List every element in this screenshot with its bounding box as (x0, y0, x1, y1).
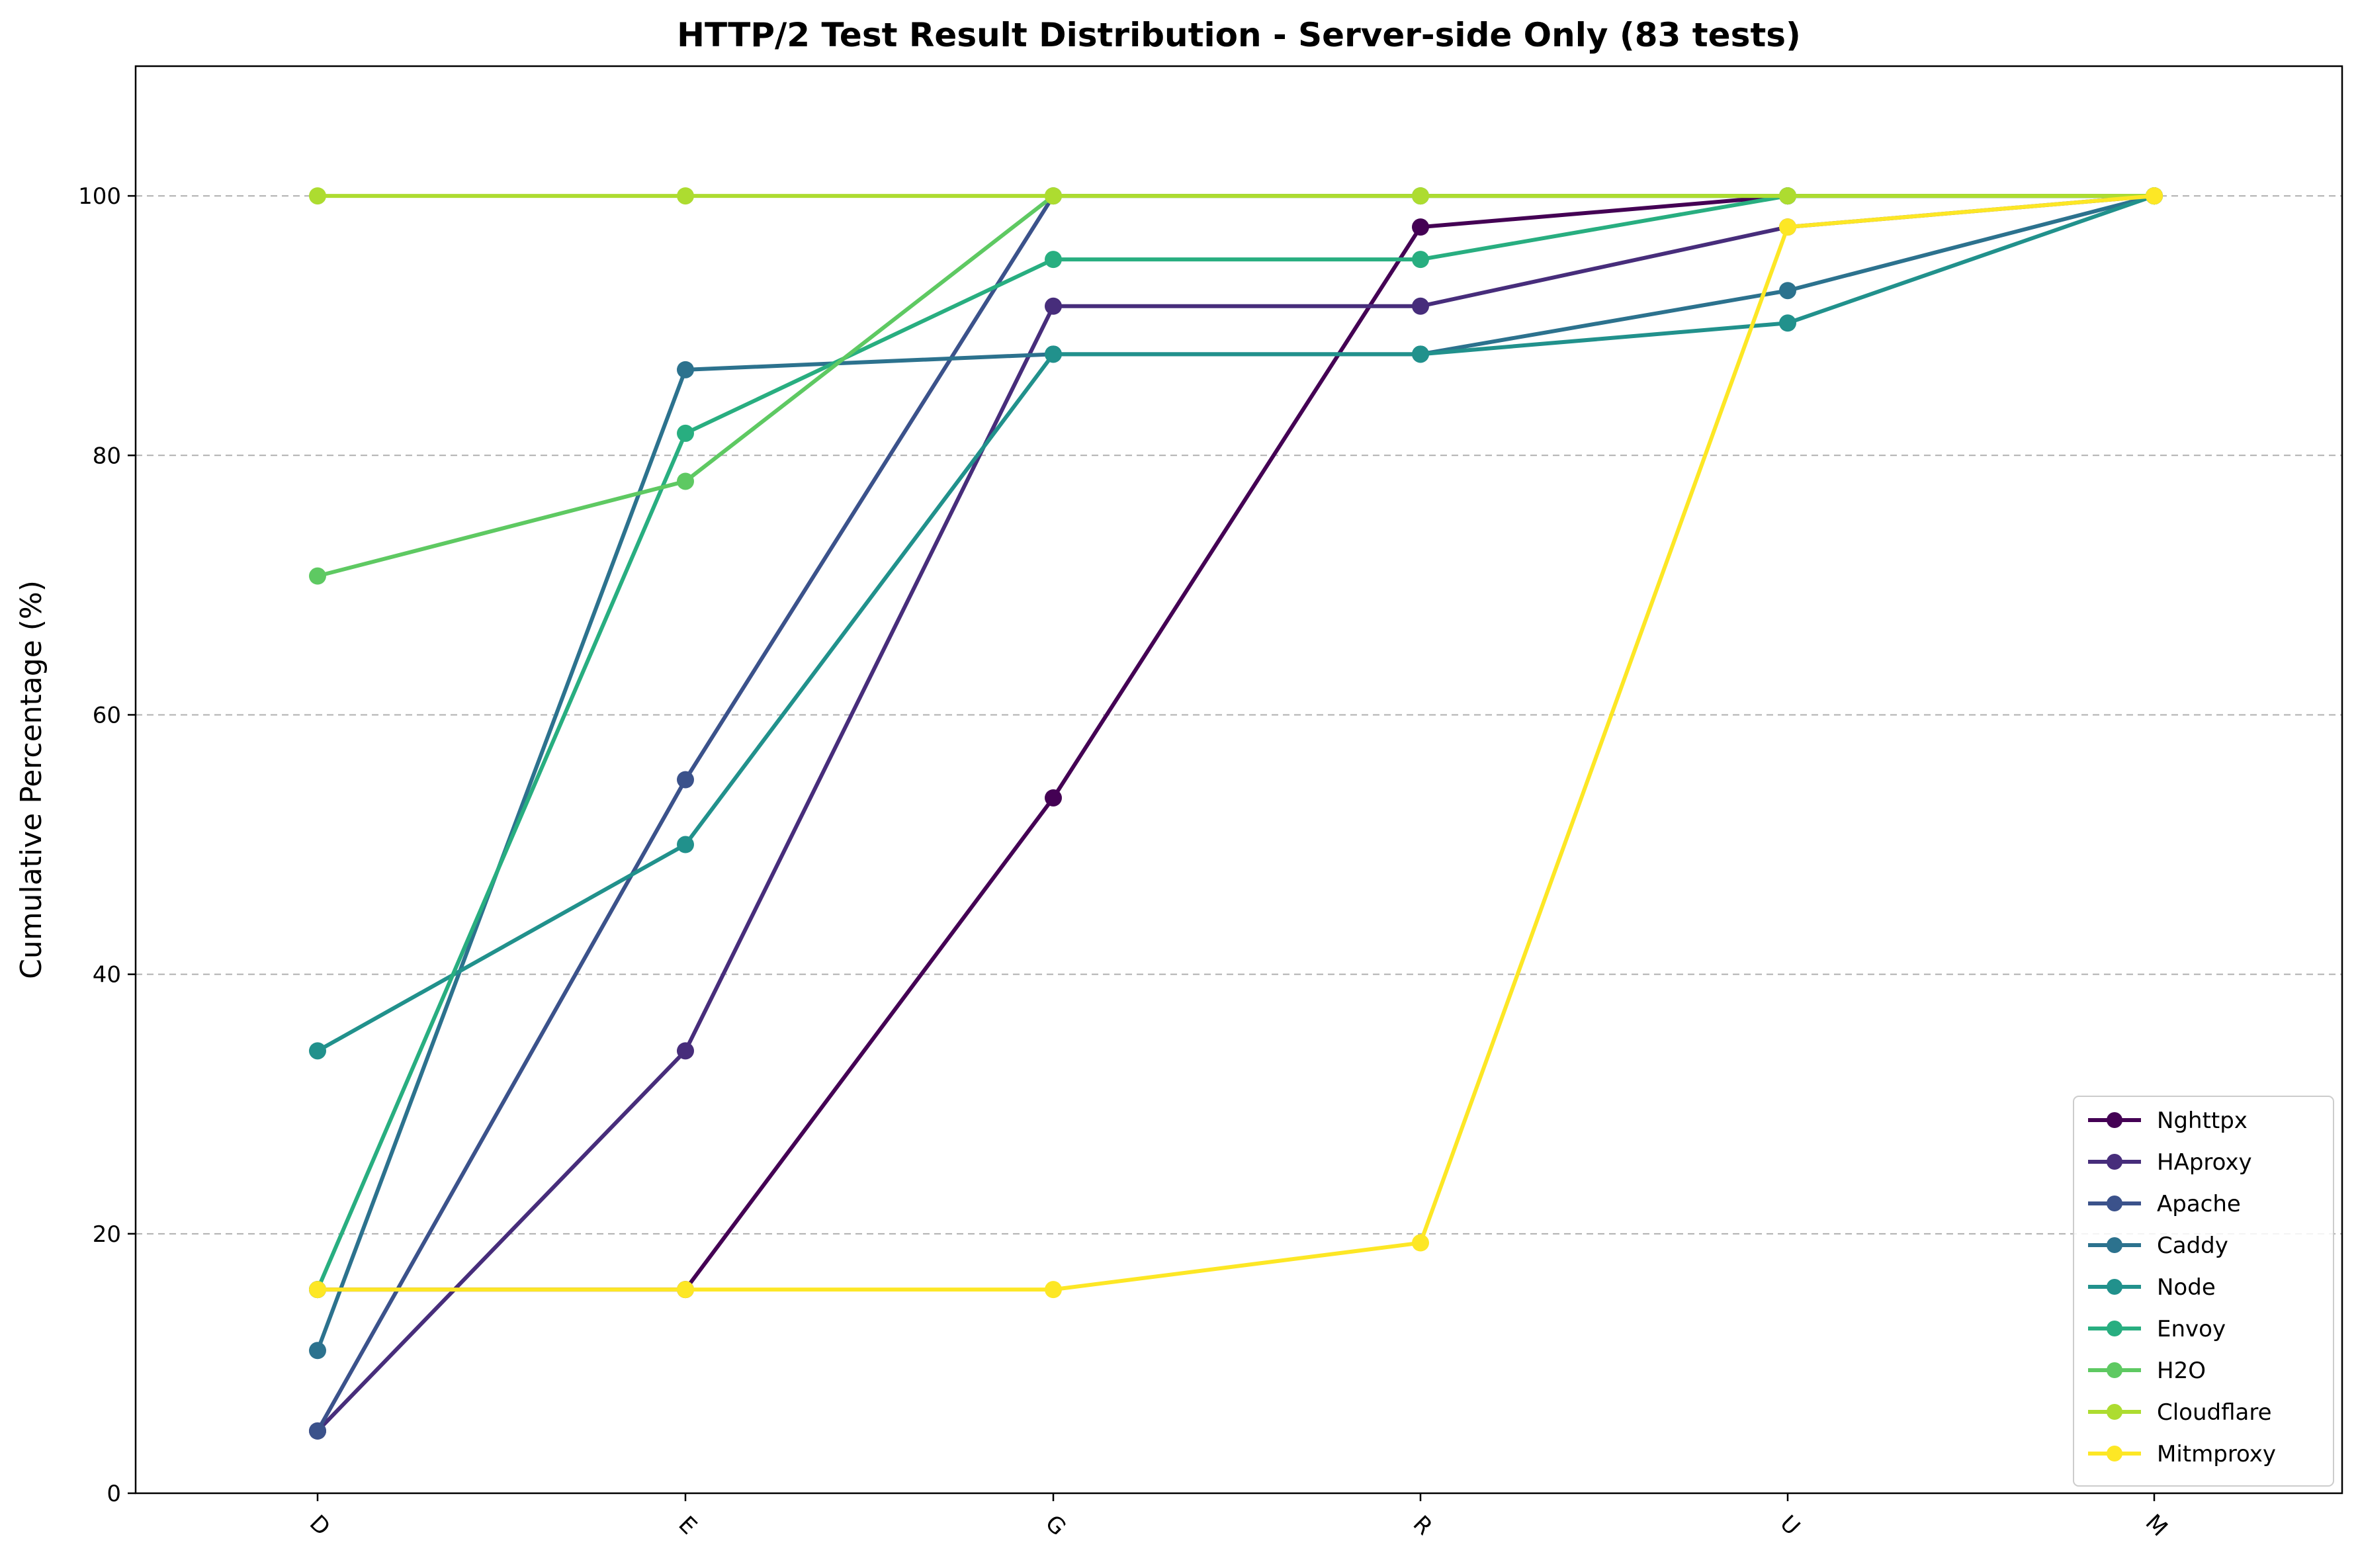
point-node-E (677, 836, 694, 853)
point-mitmproxy-G (1045, 1281, 1062, 1299)
legend-label-apache: Apache (2157, 1191, 2241, 1217)
legend-box (2073, 1096, 2334, 1487)
series-haproxy (309, 187, 2163, 1440)
legend-item-h2o: H2O (2088, 1358, 2206, 1384)
y-tick-label-80: 80 (93, 443, 121, 469)
point-mitmproxy-D (309, 1281, 326, 1299)
legend-item-envoy: Envoy (2088, 1316, 2226, 1342)
y-tick-label-100: 100 (78, 183, 121, 210)
series-h2o (309, 187, 2163, 585)
point-cloudflare-E (677, 187, 694, 205)
series-mitmproxy (309, 187, 2163, 1299)
point-nghttpx-R (1412, 218, 1429, 236)
series-line-haproxy (316, 194, 2155, 1432)
point-cloudflare-U (1779, 187, 1796, 205)
x-tick-label-D: D (304, 1510, 335, 1541)
chart-title: HTTP/2 Test Result Distribution - Server… (677, 16, 1801, 54)
series-apache (309, 187, 2163, 1440)
legend-marker-envoy (2107, 1321, 2122, 1336)
y-tick-label-20: 20 (93, 1221, 121, 1248)
point-caddy-D (309, 1342, 326, 1360)
series-node (309, 187, 2163, 1060)
plot-frame (134, 65, 2343, 1495)
legend-marker-node (2107, 1279, 2122, 1295)
series-line-nghttpx (318, 194, 2154, 1292)
legend-label-node: Node (2157, 1274, 2216, 1301)
point-node-R (1412, 345, 1429, 363)
legend-item-haproxy: HAproxy (2088, 1149, 2252, 1176)
x-tick-label-E: E (674, 1511, 702, 1540)
point-node-U (1779, 314, 1796, 332)
legend-label-h2o: H2O (2157, 1358, 2206, 1384)
legend-item-mitmproxy: Mitmproxy (2088, 1441, 2276, 1467)
legend-label-envoy: Envoy (2157, 1316, 2226, 1342)
point-envoy-G (1045, 251, 1062, 269)
series-cloudflare (309, 187, 2163, 205)
legend-label-mitmproxy: Mitmproxy (2157, 1441, 2276, 1467)
series-line-node (316, 194, 2155, 1053)
x-tick-label-G: G (1040, 1510, 1071, 1541)
point-nghttpx-G (1045, 789, 1062, 806)
point-envoy-E (677, 424, 694, 442)
point-mitmproxy-U (1779, 218, 1796, 236)
point-mitmproxy-E (677, 1281, 694, 1299)
legend-item-nghttpx: Nghttpx (2088, 1108, 2248, 1134)
point-h2o-D (309, 567, 326, 585)
point-envoy-R (1412, 251, 1429, 269)
series-line-envoy (316, 194, 2154, 1291)
legend-item-cloudflare: Cloudflare (2088, 1399, 2272, 1426)
point-cloudflare-R (1412, 187, 1429, 205)
axes: 0 20 40 60 80 100 D E G R U M (78, 183, 2173, 1542)
point-apache-D (309, 1422, 326, 1440)
legend-label-haproxy: HAproxy (2157, 1149, 2252, 1176)
y-tick-label-60: 60 (93, 702, 121, 728)
x-tick-label-R: R (1408, 1510, 1438, 1540)
point-cloudflare-D (309, 187, 326, 205)
series-line-caddy (316, 194, 2155, 1352)
legend-marker-haproxy (2107, 1154, 2122, 1170)
series-line-apache (316, 194, 2154, 1432)
point-node-D (309, 1042, 326, 1060)
series-line-mitmproxy (318, 194, 2155, 1292)
point-cloudflare-G (1045, 187, 1062, 205)
x-tick-label-M: M (2140, 1509, 2173, 1542)
point-haproxy-E (677, 1042, 694, 1060)
grid-lines (136, 195, 2342, 1235)
legend-item-apache: Apache (2088, 1191, 2241, 1217)
x-tick-label-U: U (1774, 1510, 1805, 1541)
y-axis-label: Cumulative Percentage (%) (15, 580, 48, 979)
legend-item-node: Node (2088, 1274, 2216, 1301)
y-tick-label-40: 40 (93, 962, 121, 988)
y-tick-label-0: 0 (107, 1481, 121, 1507)
point-caddy-U (1779, 282, 1796, 300)
legend-label-nghttpx: Nghttpx (2157, 1108, 2248, 1134)
legend-marker-nghttpx (2107, 1112, 2122, 1128)
legend-marker-caddy (2107, 1237, 2122, 1253)
series-group (309, 187, 2163, 1440)
legend-marker-apache (2107, 1196, 2122, 1211)
point-haproxy-G (1045, 297, 1062, 315)
point-mitmproxy-M (2146, 187, 2163, 205)
point-mitmproxy-R (1412, 1234, 1429, 1252)
series-line-h2o (317, 194, 2154, 578)
series-caddy (309, 187, 2163, 1360)
point-h2o-E (677, 472, 694, 490)
legend-marker-h2o (2107, 1362, 2122, 1378)
legend-label-caddy: Caddy (2157, 1233, 2228, 1259)
legend-marker-mitmproxy (2107, 1446, 2122, 1461)
legend-item-caddy: Caddy (2088, 1233, 2228, 1259)
legend: Nghttpx HAproxy Apache Caddy Node Envoy H2O Clo… (2073, 1096, 2334, 1487)
point-caddy-E (677, 361, 694, 378)
legend-label-cloudflare: Cloudflare (2157, 1399, 2272, 1426)
point-node-G (1045, 345, 1062, 363)
point-apache-E (677, 771, 694, 789)
legend-marker-cloudflare (2107, 1404, 2122, 1420)
point-haproxy-R (1412, 297, 1429, 315)
